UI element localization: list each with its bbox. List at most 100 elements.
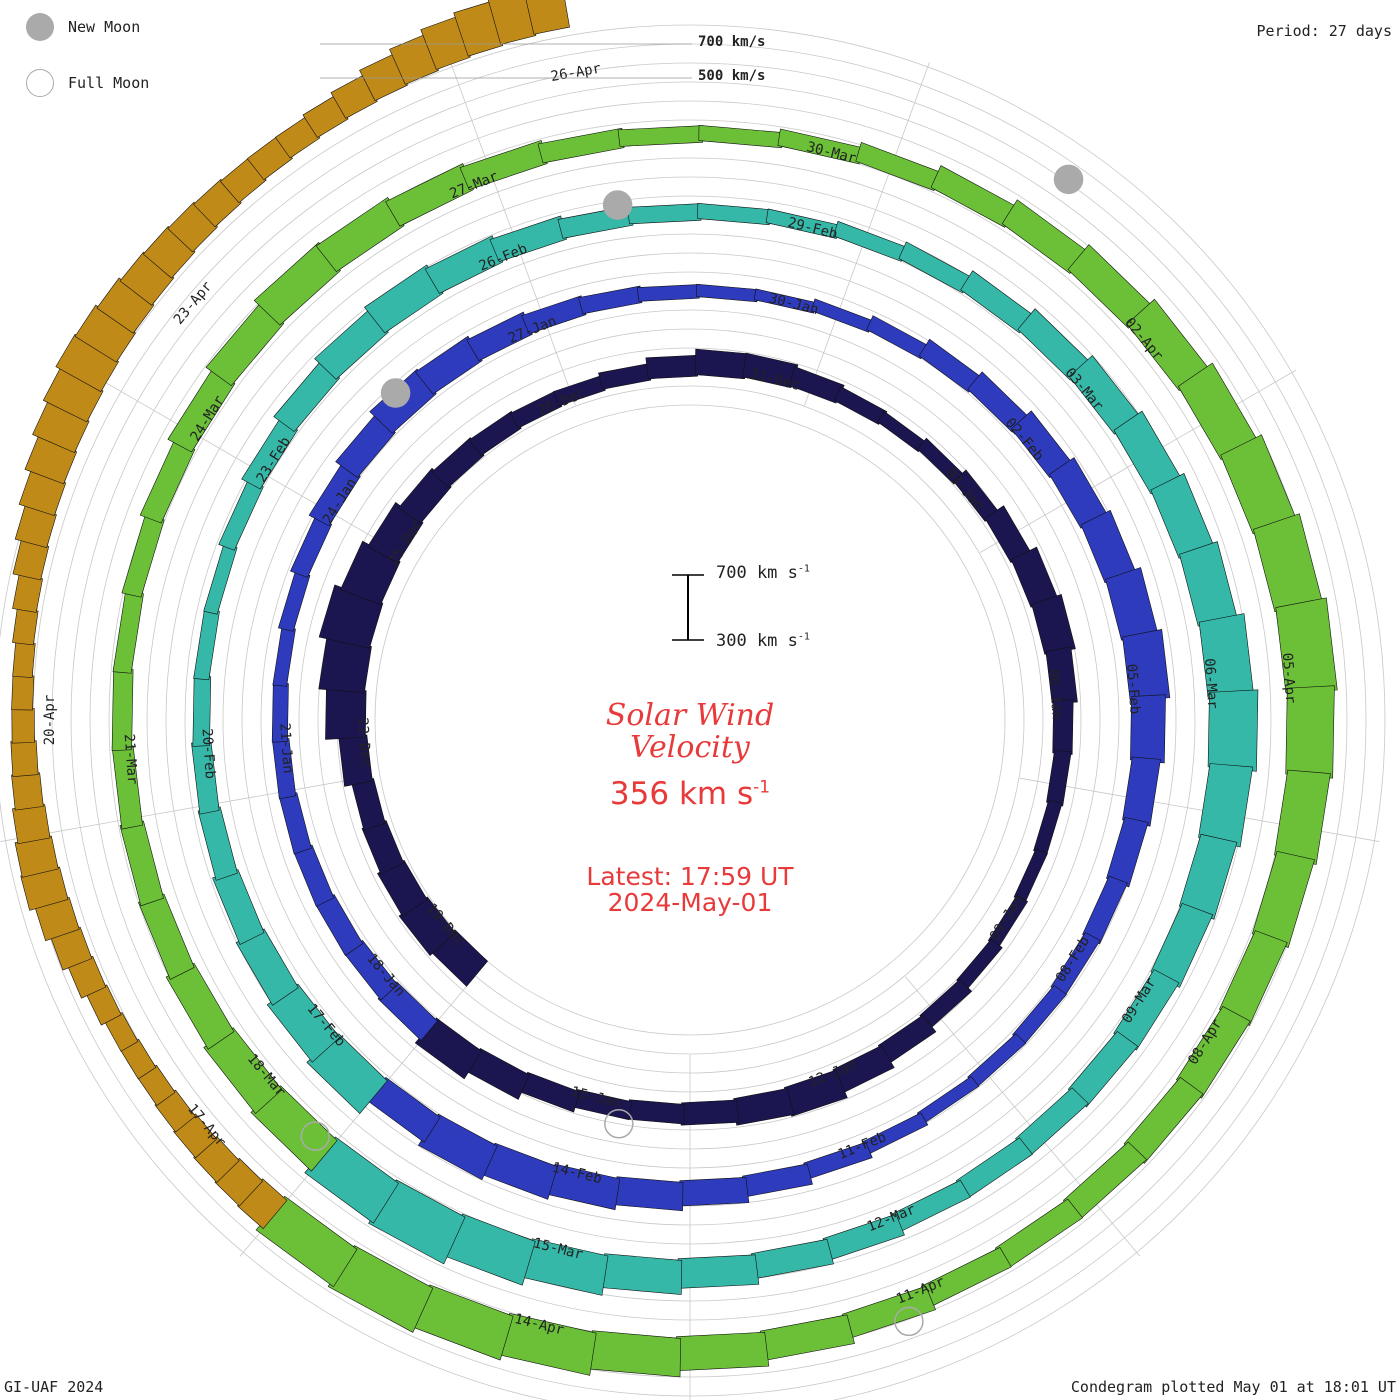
scale-bar-top-label: 700 km s-1 <box>716 563 810 583</box>
speed-bar <box>424 235 504 294</box>
speed-bar <box>11 772 44 811</box>
speed-bar <box>327 1245 434 1333</box>
scale-bar <box>672 574 704 641</box>
speed-bar <box>487 0 537 45</box>
speed-bar <box>318 584 384 649</box>
legend-full-moon-label: Full Moon <box>68 74 150 92</box>
speed-bar <box>74 304 137 363</box>
full-moon-marker <box>894 1306 924 1337</box>
speed-bar <box>1207 689 1259 772</box>
speed-bar <box>1113 969 1180 1051</box>
speed-bar <box>694 348 749 380</box>
speed-bar <box>468 410 522 456</box>
speed-bar <box>489 215 567 263</box>
speed-bar <box>811 298 875 333</box>
outer-scale-700: 700 km/s <box>698 34 766 50</box>
period-label: Period: 27 days <box>1256 22 1392 40</box>
new-moon-marker <box>380 378 411 408</box>
speed-bar <box>12 607 39 646</box>
speed-bar <box>1274 769 1331 865</box>
speed-bar <box>235 928 299 1006</box>
speed-bar <box>521 295 587 335</box>
speed-bar <box>340 540 401 606</box>
outer-scale-500: 500 km/s <box>698 68 766 84</box>
date-label: 26-Apr <box>550 61 603 86</box>
legend-new-moon-label: New Moon <box>68 18 141 36</box>
speed-bar <box>377 981 438 1041</box>
latest-date: 2024-May-01 <box>607 888 773 917</box>
speed-bar <box>627 203 702 225</box>
speed-bar <box>855 141 943 191</box>
speed-bar <box>1150 903 1214 988</box>
day-spoke <box>905 976 1141 1257</box>
speed-bar <box>995 1198 1084 1270</box>
speed-bar <box>237 1178 288 1230</box>
speed-bar <box>742 1163 813 1198</box>
speed-bar <box>645 354 699 380</box>
day-spoke <box>0 777 361 842</box>
speed-bar <box>1275 597 1338 693</box>
speed-bar <box>351 778 386 831</box>
speed-bar <box>598 1253 683 1295</box>
speed-bar <box>364 264 444 334</box>
speed-bar <box>414 1017 483 1080</box>
speed-bar <box>1013 848 1049 904</box>
speed-bar <box>266 983 341 1063</box>
speed-bar <box>578 285 643 315</box>
speed-bar <box>1046 750 1072 807</box>
chart-title-line2: Velocity <box>630 730 750 765</box>
speed-bar <box>1179 541 1238 627</box>
speed-bar <box>55 333 120 393</box>
speed-bar <box>760 1314 855 1362</box>
speed-bar <box>431 437 485 488</box>
speed-bar <box>742 352 799 389</box>
speed-bar <box>733 1088 795 1126</box>
date-label: 09-Jan <box>987 892 1027 943</box>
new-moon-marker <box>1053 164 1084 195</box>
latest-time: Latest: 17:59 UT <box>586 862 794 891</box>
speed-bar <box>834 386 888 425</box>
speed-bar <box>119 251 175 306</box>
speed-bar <box>142 226 196 279</box>
speed-bar <box>253 242 341 326</box>
speed-bar <box>119 820 164 907</box>
date-label: 06-Mar <box>1201 658 1220 710</box>
date-label: 22-Dec <box>354 717 373 769</box>
speed-bar <box>677 1254 760 1289</box>
speed-bar <box>788 366 845 404</box>
speed-bar <box>367 501 424 564</box>
speed-bar <box>697 202 772 226</box>
speed-bar <box>272 625 296 687</box>
speed-bar <box>1031 593 1076 655</box>
speed-bar <box>1123 1076 1204 1164</box>
speed-bar <box>212 869 265 945</box>
speed-bar <box>377 859 428 917</box>
speed-bar <box>154 1089 196 1133</box>
speed-bar <box>361 820 404 875</box>
date-label: 05-Feb <box>1123 663 1142 715</box>
speed-bar <box>368 1179 466 1265</box>
day-spoke <box>83 369 401 553</box>
speed-bar <box>833 220 909 262</box>
speed-bar <box>191 741 220 815</box>
speed-bar <box>165 962 235 1050</box>
speed-bar <box>214 1157 264 1207</box>
speed-bar <box>197 806 238 881</box>
speed-bar <box>14 835 59 878</box>
speed-bar <box>537 127 625 164</box>
speed-bar <box>290 515 333 578</box>
speed-bar <box>1105 567 1159 641</box>
date-label: 21-Mar <box>121 733 140 785</box>
speed-bar <box>930 165 1018 228</box>
date-label: 20-Feb <box>198 728 217 780</box>
speed-bar <box>96 277 155 334</box>
speed-bar <box>1285 685 1335 779</box>
date-label: 21-Jan <box>276 722 295 774</box>
speed-bar <box>1082 875 1128 945</box>
speed-bar <box>1253 513 1324 613</box>
speed-bar <box>877 410 927 453</box>
speed-bar <box>415 335 483 395</box>
speed-bar <box>138 893 195 980</box>
speed-bar <box>1178 833 1238 920</box>
